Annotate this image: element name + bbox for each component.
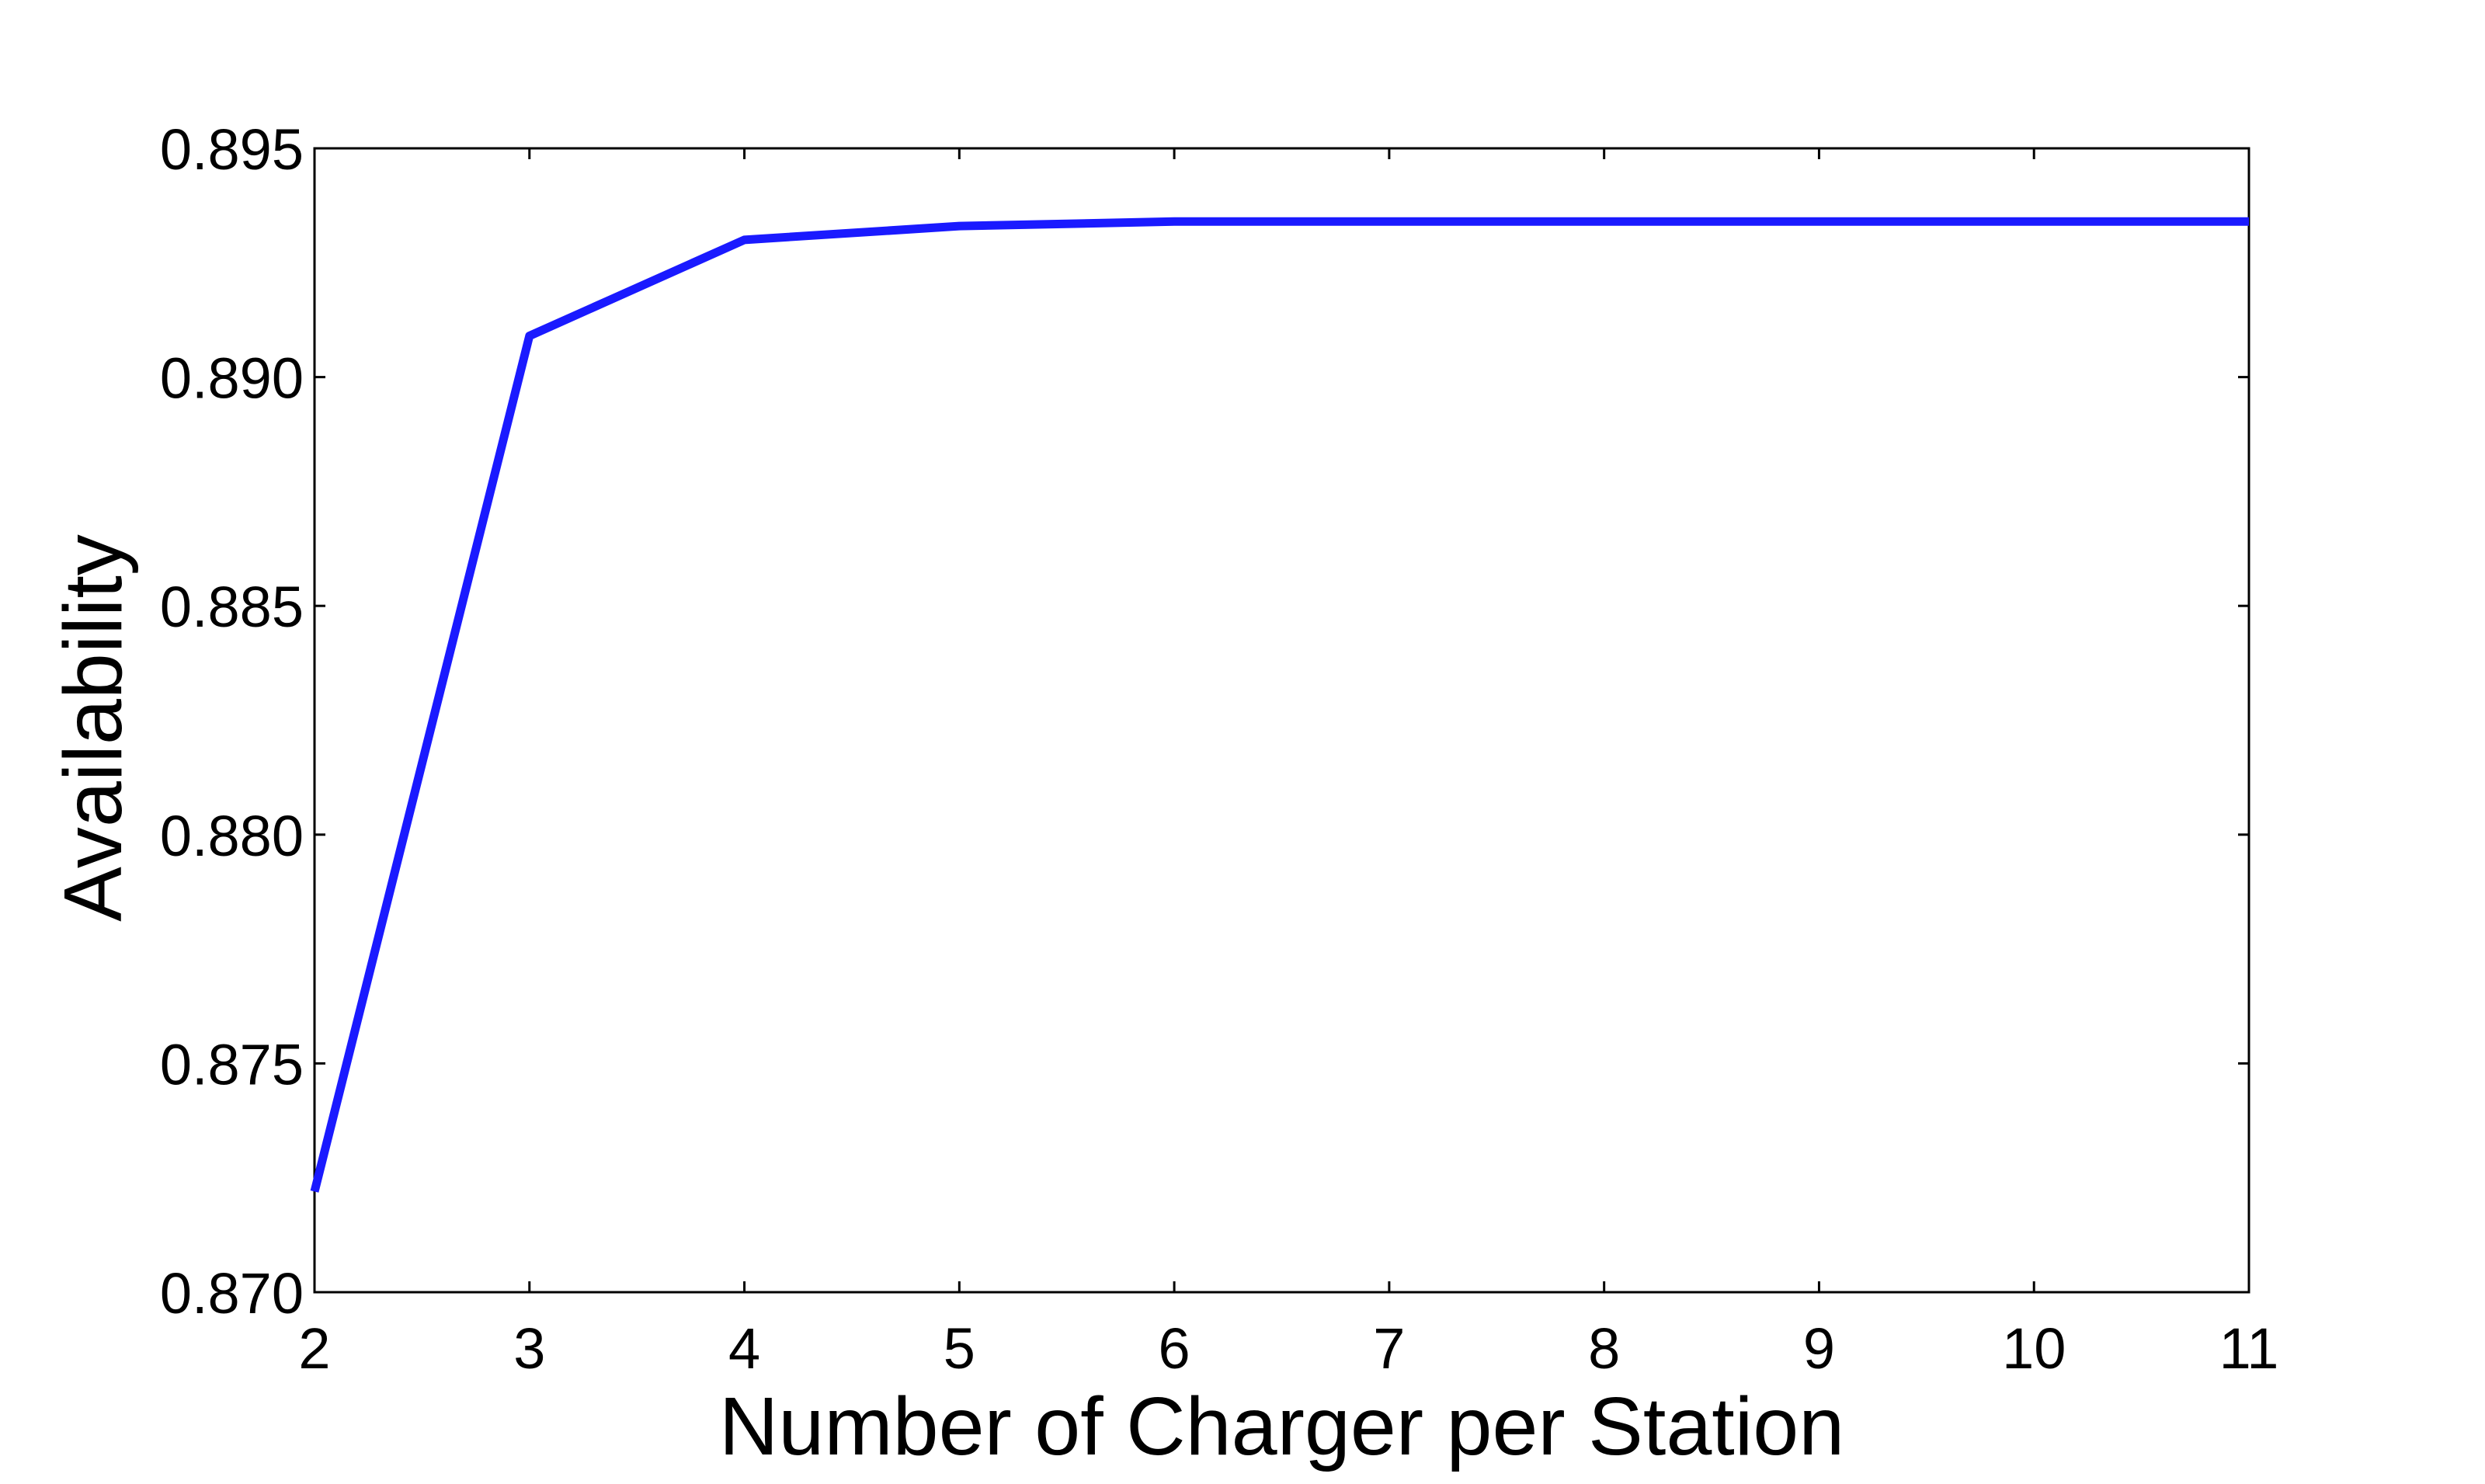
y-axis-title: Availability (47, 534, 139, 922)
y-tick-label: 0.880 (160, 804, 304, 868)
x-axis-ticks: 2 3 4 5 6 7 8 9 10 11 (298, 148, 2278, 1381)
x-tick-label: 6 (1159, 1316, 1190, 1381)
x-tick-label: 11 (2219, 1316, 2279, 1381)
plot-frame (313, 147, 2250, 1294)
x-tick-label: 2 (298, 1316, 330, 1381)
plot-area (313, 147, 2250, 1294)
y-tick-label: 0.885 (160, 575, 304, 639)
x-tick-label: 7 (1373, 1316, 1405, 1381)
y-tick-label: 0.870 (160, 1261, 304, 1326)
x-tick-label: 10 (2002, 1316, 2066, 1381)
series-line-0 (310, 217, 2249, 1193)
x-tick-label: 4 (728, 1316, 760, 1381)
x-tick-label: 5 (944, 1316, 975, 1381)
x-tick-label: 8 (1588, 1316, 1620, 1381)
x-tick-label: 3 (513, 1316, 545, 1381)
y-tick-label: 0.890 (160, 346, 304, 411)
x-tick-label: 9 (1803, 1316, 1835, 1381)
y-tick-label: 0.895 (160, 117, 304, 182)
y-tick-label: 0.875 (160, 1032, 304, 1096)
y-axis-ticks: 0.870 0.875 0.880 0.885 0.890 0.895 (160, 117, 2249, 1326)
series-layer (310, 217, 2249, 1193)
x-axis-title: Number of Charger per Station (719, 1381, 1844, 1472)
